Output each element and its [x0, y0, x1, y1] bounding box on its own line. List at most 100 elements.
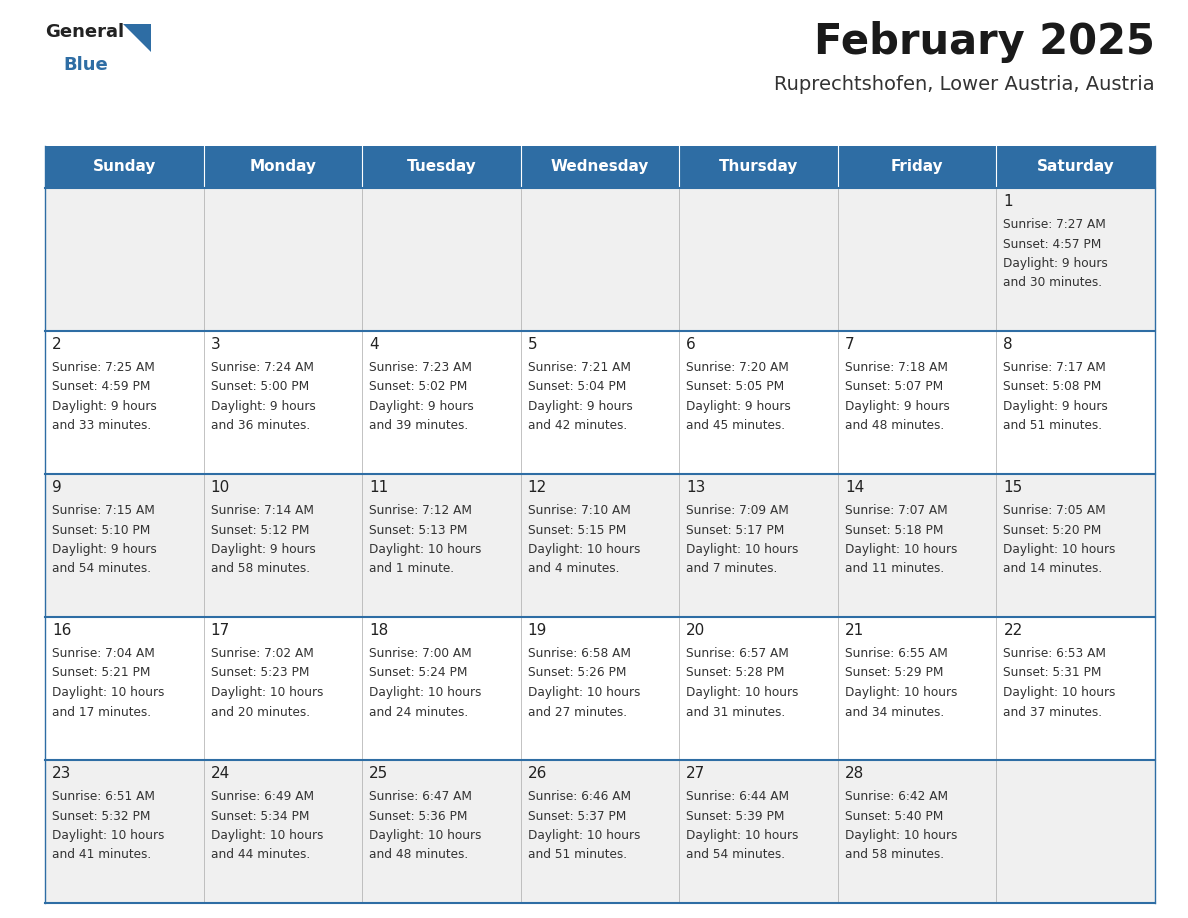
Text: Daylight: 10 hours: Daylight: 10 hours	[369, 543, 481, 556]
Bar	[997, 474, 1155, 617]
Bar	[520, 474, 680, 617]
Text: and 48 minutes.: and 48 minutes.	[369, 848, 468, 861]
Text: 26: 26	[527, 766, 548, 781]
Text: Sunrise: 6:58 AM: Sunrise: 6:58 AM	[527, 647, 631, 660]
Text: Blue: Blue	[63, 56, 108, 74]
Text: and 14 minutes.: and 14 minutes.	[1004, 563, 1102, 576]
Bar	[362, 188, 520, 331]
Text: Saturday: Saturday	[1037, 160, 1114, 174]
Text: 11: 11	[369, 480, 388, 495]
Text: Daylight: 9 hours: Daylight: 9 hours	[687, 400, 791, 413]
Text: Wednesday: Wednesday	[551, 160, 649, 174]
Text: Daylight: 10 hours: Daylight: 10 hours	[845, 829, 958, 842]
Text: and 51 minutes.: and 51 minutes.	[1004, 420, 1102, 432]
Bar	[838, 331, 997, 474]
Text: Sunrise: 6:55 AM: Sunrise: 6:55 AM	[845, 647, 948, 660]
Text: Sunset: 5:05 PM: Sunset: 5:05 PM	[687, 380, 784, 394]
Text: 19: 19	[527, 623, 548, 638]
Text: and 48 minutes.: and 48 minutes.	[845, 420, 944, 432]
Text: Sunset: 5:13 PM: Sunset: 5:13 PM	[369, 523, 468, 536]
Text: Sunrise: 7:10 AM: Sunrise: 7:10 AM	[527, 504, 631, 517]
Text: Sunrise: 7:24 AM: Sunrise: 7:24 AM	[210, 361, 314, 374]
Text: and 27 minutes.: and 27 minutes.	[527, 706, 627, 719]
Text: Daylight: 10 hours: Daylight: 10 hours	[1004, 543, 1116, 556]
Text: Sunset: 5:08 PM: Sunset: 5:08 PM	[1004, 380, 1101, 394]
Text: Sunset: 5:28 PM: Sunset: 5:28 PM	[687, 666, 784, 679]
Text: Sunset: 5:21 PM: Sunset: 5:21 PM	[52, 666, 151, 679]
Text: Sunrise: 7:27 AM: Sunrise: 7:27 AM	[1004, 218, 1106, 231]
Text: Sunrise: 6:49 AM: Sunrise: 6:49 AM	[210, 790, 314, 803]
Text: General: General	[45, 23, 124, 41]
Text: 12: 12	[527, 480, 546, 495]
Text: Sunrise: 6:46 AM: Sunrise: 6:46 AM	[527, 790, 631, 803]
Text: 1: 1	[1004, 194, 1013, 209]
Text: and 37 minutes.: and 37 minutes.	[1004, 706, 1102, 719]
Bar	[838, 146, 997, 188]
Text: Sunset: 4:59 PM: Sunset: 4:59 PM	[52, 380, 151, 394]
Text: Sunset: 5:24 PM: Sunset: 5:24 PM	[369, 666, 468, 679]
Bar	[203, 188, 362, 331]
Text: Sunrise: 7:09 AM: Sunrise: 7:09 AM	[687, 504, 789, 517]
Bar	[680, 331, 838, 474]
Text: Daylight: 10 hours: Daylight: 10 hours	[527, 686, 640, 699]
Text: Daylight: 9 hours: Daylight: 9 hours	[1004, 257, 1108, 270]
Text: and 42 minutes.: and 42 minutes.	[527, 420, 627, 432]
Bar	[45, 474, 203, 617]
Text: Sunset: 5:36 PM: Sunset: 5:36 PM	[369, 810, 468, 823]
Text: and 31 minutes.: and 31 minutes.	[687, 706, 785, 719]
Text: Sunset: 5:18 PM: Sunset: 5:18 PM	[845, 523, 943, 536]
Text: Tuesday: Tuesday	[406, 160, 476, 174]
Text: Sunrise: 7:00 AM: Sunrise: 7:00 AM	[369, 647, 472, 660]
Text: and 58 minutes.: and 58 minutes.	[210, 563, 310, 576]
Text: 8: 8	[1004, 337, 1013, 352]
Text: and 44 minutes.: and 44 minutes.	[210, 848, 310, 861]
Text: Daylight: 10 hours: Daylight: 10 hours	[52, 829, 164, 842]
Bar	[45, 617, 203, 760]
Text: Sunrise: 6:53 AM: Sunrise: 6:53 AM	[1004, 647, 1106, 660]
Text: and 17 minutes.: and 17 minutes.	[52, 706, 151, 719]
Text: and 54 minutes.: and 54 minutes.	[687, 848, 785, 861]
Text: Daylight: 10 hours: Daylight: 10 hours	[687, 686, 798, 699]
Text: Sunset: 5:26 PM: Sunset: 5:26 PM	[527, 666, 626, 679]
Text: Sunrise: 6:44 AM: Sunrise: 6:44 AM	[687, 790, 789, 803]
Bar	[838, 188, 997, 331]
Text: 17: 17	[210, 623, 229, 638]
Text: and 39 minutes.: and 39 minutes.	[369, 420, 468, 432]
Text: Sunrise: 6:57 AM: Sunrise: 6:57 AM	[687, 647, 789, 660]
Text: 25: 25	[369, 766, 388, 781]
Text: 3: 3	[210, 337, 220, 352]
Text: Friday: Friday	[891, 160, 943, 174]
Text: 13: 13	[687, 480, 706, 495]
Text: Sunset: 5:17 PM: Sunset: 5:17 PM	[687, 523, 784, 536]
Bar	[838, 760, 997, 903]
Text: and 20 minutes.: and 20 minutes.	[210, 706, 310, 719]
Text: and 58 minutes.: and 58 minutes.	[845, 848, 943, 861]
Bar	[203, 617, 362, 760]
Text: Daylight: 9 hours: Daylight: 9 hours	[52, 400, 157, 413]
Bar	[680, 617, 838, 760]
Text: 6: 6	[687, 337, 696, 352]
Text: and 45 minutes.: and 45 minutes.	[687, 420, 785, 432]
Text: 14: 14	[845, 480, 864, 495]
Bar	[997, 617, 1155, 760]
Text: Daylight: 9 hours: Daylight: 9 hours	[52, 543, 157, 556]
Text: 2: 2	[52, 337, 62, 352]
Bar	[520, 760, 680, 903]
Text: Daylight: 9 hours: Daylight: 9 hours	[369, 400, 474, 413]
Text: 28: 28	[845, 766, 864, 781]
Bar	[997, 188, 1155, 331]
Text: Daylight: 10 hours: Daylight: 10 hours	[210, 686, 323, 699]
Text: Sunrise: 7:07 AM: Sunrise: 7:07 AM	[845, 504, 948, 517]
Bar	[203, 474, 362, 617]
Text: Sunrise: 7:02 AM: Sunrise: 7:02 AM	[210, 647, 314, 660]
Text: and 34 minutes.: and 34 minutes.	[845, 706, 944, 719]
Text: Sunrise: 7:04 AM: Sunrise: 7:04 AM	[52, 647, 154, 660]
Text: Sunrise: 7:23 AM: Sunrise: 7:23 AM	[369, 361, 472, 374]
Bar	[362, 474, 520, 617]
Bar	[680, 188, 838, 331]
Text: Sunrise: 7:15 AM: Sunrise: 7:15 AM	[52, 504, 154, 517]
Text: Daylight: 10 hours: Daylight: 10 hours	[845, 686, 958, 699]
Bar	[680, 760, 838, 903]
Text: Daylight: 9 hours: Daylight: 9 hours	[1004, 400, 1108, 413]
Text: 20: 20	[687, 623, 706, 638]
